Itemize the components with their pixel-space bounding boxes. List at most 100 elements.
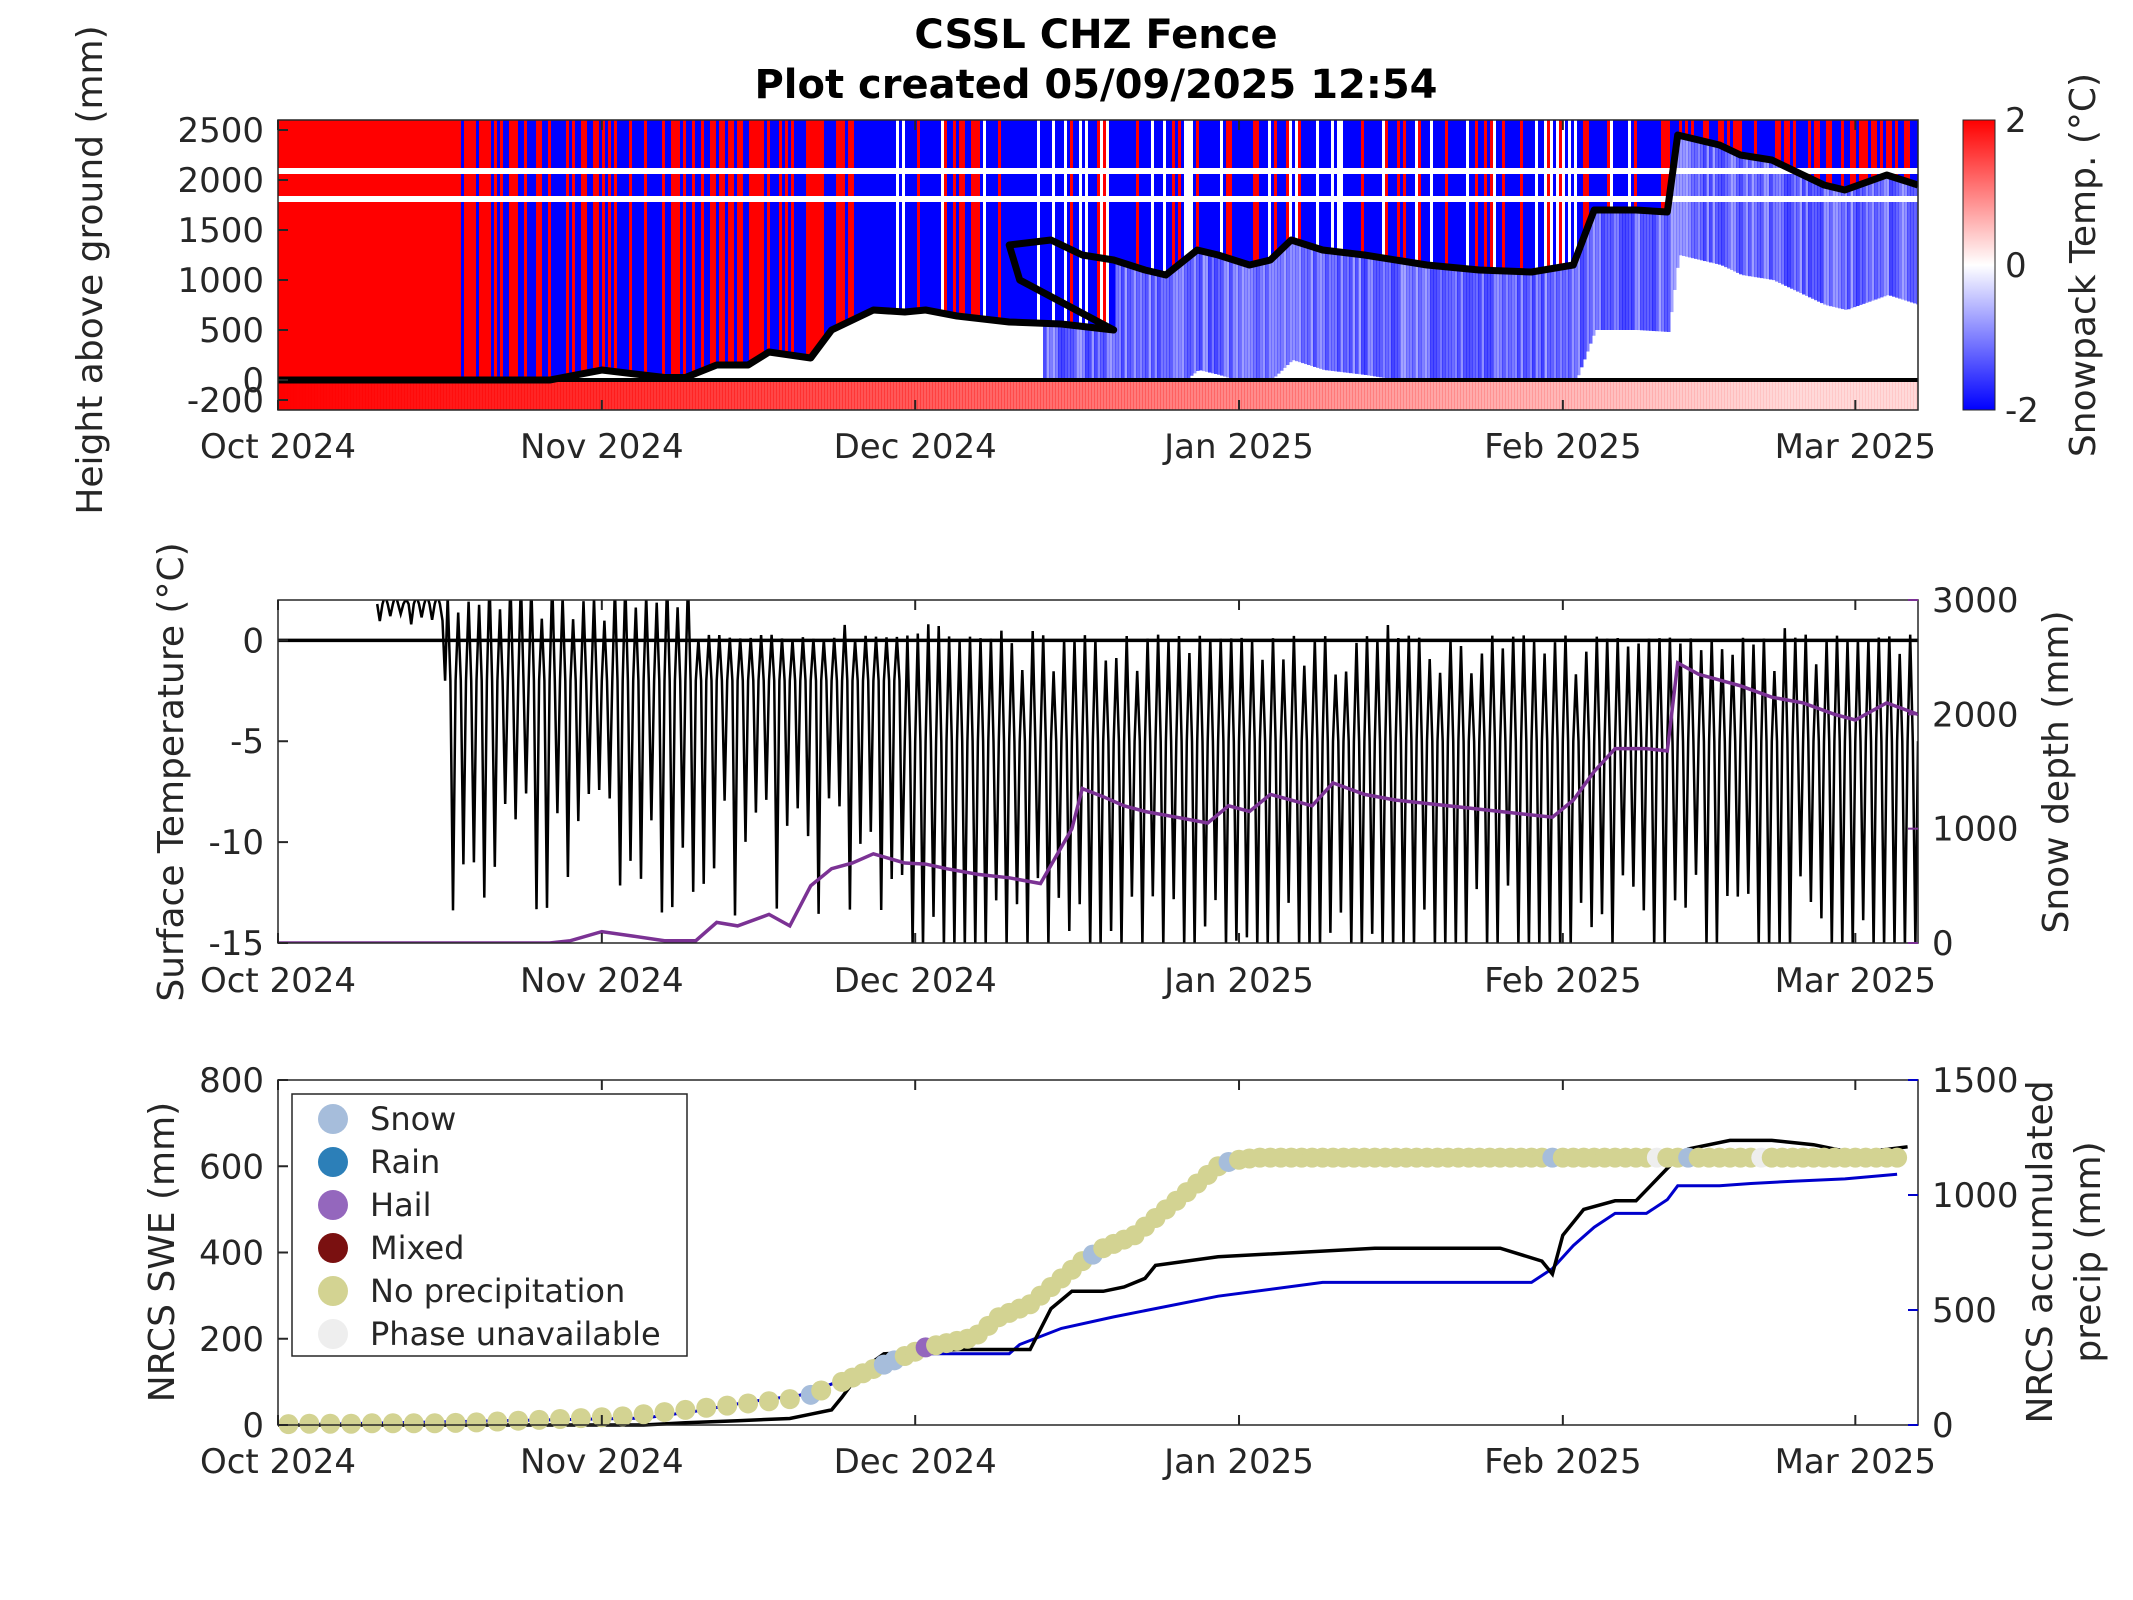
heatmap-cell	[1100, 380, 1104, 410]
heatmap-cell	[812, 120, 816, 357]
x-tick-label: Jan 2025	[1162, 427, 1314, 467]
x-tick-label: Jan 2025	[1162, 1442, 1314, 1482]
heatmap-cell	[1226, 120, 1230, 258]
heatmap-cell	[656, 380, 660, 410]
heatmap-cell	[1058, 380, 1062, 410]
heatmap-cell	[1295, 241, 1299, 362]
heatmap-cell	[1727, 148, 1731, 269]
heatmap-cell	[1601, 120, 1605, 210]
heatmap-cell	[890, 120, 894, 312]
heatmap-cell	[1358, 380, 1362, 410]
heatmap-cell	[1859, 120, 1863, 185]
heatmap-cell	[1310, 245, 1314, 366]
heatmap-cell	[1808, 177, 1812, 298]
heatmap-cell	[1835, 187, 1839, 308]
heatmap-cell	[1421, 380, 1425, 410]
heatmap-cell	[503, 380, 507, 410]
heatmap-cell	[1553, 120, 1557, 269]
heatmap-cell	[1445, 380, 1449, 410]
heatmap-cell	[1724, 147, 1728, 268]
heatmap-cell	[482, 120, 486, 380]
y2-axis-label: Snow depth (mm)	[2036, 610, 2077, 933]
heatmap-cell	[581, 120, 585, 374]
heatmap-cell	[1547, 120, 1551, 270]
heatmap-cell	[842, 120, 846, 326]
heatmap-cell	[1790, 380, 1794, 410]
heatmap-cell	[809, 380, 813, 410]
heatmap-cell	[1676, 147, 1680, 268]
heatmap-cell	[1421, 120, 1425, 265]
precip-phase-point	[696, 1397, 717, 1418]
heatmap-cell	[1265, 261, 1269, 380]
y2-tick-label: 1000	[1932, 1176, 2019, 1216]
heatmap-cell	[1235, 260, 1239, 380]
heatmap-cell	[1271, 259, 1275, 380]
heatmap-cell	[1391, 380, 1395, 410]
heatmap-cell	[1280, 120, 1284, 251]
heatmap-cell	[953, 120, 957, 316]
heatmap-cell	[1700, 380, 1704, 410]
heatmap-cell	[569, 120, 573, 377]
heatmap-cell	[1211, 253, 1215, 374]
heatmap-cell	[509, 380, 513, 410]
heatmap-cell	[1286, 245, 1290, 366]
heatmap-cell	[734, 380, 738, 410]
heatmap-cell	[1715, 143, 1719, 264]
surface-temperature-line	[375, 600, 1918, 943]
x-tick-label: Oct 2024	[200, 427, 356, 467]
y-tick-label: -15	[208, 924, 264, 964]
heatmap-cell	[587, 380, 591, 410]
precip-phase-point	[299, 1413, 320, 1434]
heatmap-cell	[767, 120, 771, 354]
heatmap-cell	[557, 120, 561, 379]
heatmap-cell	[671, 120, 675, 378]
heatmap-cell	[845, 120, 849, 324]
heatmap-cell	[1208, 120, 1212, 253]
heatmap-cell	[707, 120, 711, 369]
heatmap-cell	[824, 120, 828, 341]
heatmap-cell	[773, 380, 777, 410]
heatmap-cell	[1073, 325, 1077, 380]
heatmap-cell	[992, 120, 996, 321]
heatmap-cell	[929, 380, 933, 410]
heatmap-cell	[1565, 266, 1569, 380]
heatmap-cell	[1862, 183, 1866, 304]
precip-phase-point	[278, 1414, 299, 1435]
heatmap-cell	[1442, 380, 1446, 410]
heatmap-cell	[1805, 380, 1809, 410]
heatmap-cell	[1367, 380, 1371, 410]
heatmap-cell	[401, 380, 405, 410]
heatmap-cell	[659, 120, 663, 377]
heatmap-cell	[1838, 188, 1842, 309]
heatmap-cell	[1652, 120, 1656, 212]
heatmap-cell	[365, 380, 369, 410]
heatmap-cell	[671, 380, 675, 410]
heatmap-cell	[1505, 120, 1509, 271]
heatmap-cell	[1898, 178, 1902, 299]
heatmap-cell	[692, 120, 696, 375]
heatmap-cell	[914, 380, 918, 410]
heatmap-cell	[1760, 158, 1764, 279]
heatmap-cell	[1877, 380, 1881, 410]
heatmap-cell	[1568, 120, 1572, 266]
heatmap-cell	[1820, 183, 1824, 304]
heatmap-cell	[1526, 120, 1530, 272]
heatmap-cell	[1850, 188, 1854, 309]
heatmap-cell	[1346, 380, 1350, 410]
snow-depth-line	[278, 131, 1918, 384]
heatmap-cell	[632, 120, 636, 374]
heatmap-cell	[791, 380, 795, 410]
legend-label: Snow	[370, 1100, 456, 1138]
heatmap-cell	[1718, 120, 1722, 145]
heatmap-cell	[1718, 380, 1722, 410]
heatmap-cell	[1412, 380, 1416, 410]
heatmap-cell	[1535, 271, 1539, 380]
heatmap-cell	[1514, 120, 1518, 272]
heatmap-cell	[1433, 120, 1437, 266]
heatmap-cell	[428, 120, 432, 380]
heatmap-cell	[1052, 380, 1056, 410]
heatmap-cell	[1451, 120, 1455, 268]
heatmap-cell	[1343, 120, 1347, 253]
heatmap-cell	[1697, 120, 1701, 140]
